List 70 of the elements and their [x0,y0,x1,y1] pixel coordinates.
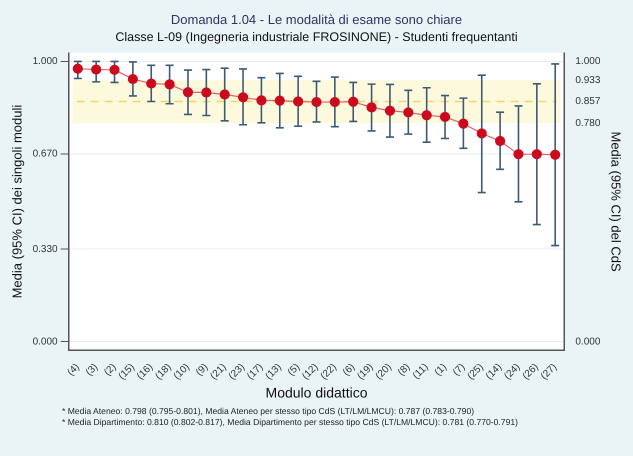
point [274,96,285,106]
point [109,64,120,75]
x-tick-label: (10) [172,362,192,382]
y-axis-title: Media (95% CI) dei singoli moduli [9,104,24,298]
x-tick-label: (11) [410,362,431,382]
x-tick-label: (25) [465,362,486,382]
y2-axis-title: Media (95% CI) del CdS [608,131,624,272]
point [256,95,267,106]
point [550,150,560,160]
x-tick-label: (19) [355,362,376,382]
x-tick-label: (24) [502,362,523,382]
point [201,87,212,98]
x-tick-label: (1) [432,362,450,378]
text: * Media Dipartimento: 0.810 (0.802-0.817), Media Dipartimento per stesso tipo CdS (LT/LM/LMCU): 0.781 (0.770-0.791) [62,417,520,428]
x-tick-label: (4) [65,362,82,378]
x-tick-label: (22) [318,362,339,382]
x-tick-label: (21) [208,362,229,382]
x-tick-label: (2) [102,362,119,378]
y2-tick-label: 0.857 [575,96,601,108]
x-tick-label: (16) [134,362,156,382]
point [348,96,358,107]
y-tick-label: 0.000 [32,336,58,348]
x-tick-label: (17) [245,362,266,382]
x-tick-label: (18) [153,362,174,382]
x-tick-label: (7) [451,362,468,378]
point [513,149,524,160]
chart-title: Domanda 1.04 - Le modalità di esame sono chiare [170,11,464,27]
y-tick-label: 0.670 [32,148,58,160]
point [384,106,396,116]
point [476,128,487,139]
point [440,112,450,122]
x-tick-label: (8) [396,362,412,378]
x-tick-label: (13) [263,362,284,382]
point [220,89,230,100]
y-tick-label: 0.330 [32,244,58,255]
y2-tick-label: 0.933 [575,74,601,86]
point [164,79,175,90]
point [91,64,102,75]
point [146,78,156,89]
x-tick-label: (9) [194,362,210,378]
y-tick-label: 1.000 [32,56,58,68]
chart-subtitle: Classe L-09 (Ingegneria industriale FROSINONE) - Studenti frequentanti [114,30,519,44]
point [182,87,194,98]
point [238,92,248,102]
point [293,96,304,107]
point [495,136,506,146]
point [330,96,340,108]
point [532,149,542,160]
point [422,110,432,120]
text: * Media Ateneo: 0.798 (0.795-0.801), Media Ateneo per stesso tipo CdS (LT/LM/LMCU): 0.787 (0.783-0.790) [62,406,476,417]
x-tick-label: (14) [484,362,504,382]
y2-tick-label: 1.000 [575,56,601,68]
point [403,107,414,118]
x-tick-label: (27) [538,362,560,382]
y2-tick-label: 0.000 [575,336,601,348]
point [72,64,83,74]
x-tick-label: (6) [340,362,358,378]
x-tick-label: (3) [84,362,100,378]
x-tick-label: (23) [226,362,248,382]
point [366,102,377,112]
point [458,118,468,129]
x-tick-label: (15) [116,362,137,382]
x-tick-label: (20) [374,362,394,382]
point [311,96,322,108]
y2-tick-label: 0.780 [575,118,601,129]
x-tick-label: (26) [520,362,541,382]
x-tick-label: (12) [300,362,321,382]
x-axis-title: Modulo didattico [266,384,368,400]
x-tick-label: (5) [286,362,302,378]
point [128,74,138,84]
